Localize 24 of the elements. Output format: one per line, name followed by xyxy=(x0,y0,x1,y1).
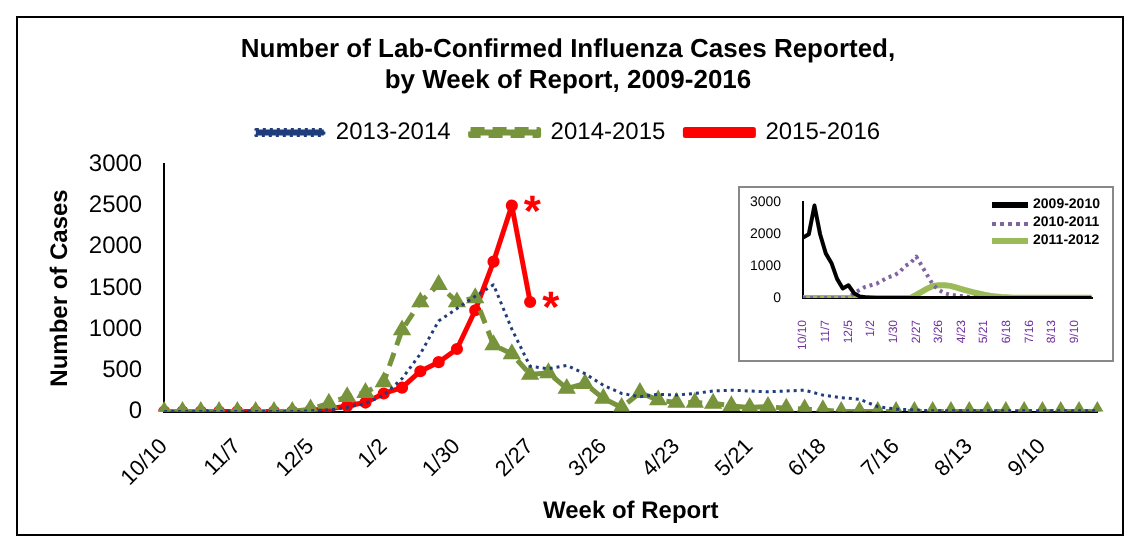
y-tick-label: 1000 xyxy=(88,313,143,342)
y-tick-label: 2000 xyxy=(88,231,143,260)
x-tick-label: 4/23 xyxy=(637,434,686,482)
annotation: * xyxy=(542,282,561,333)
annotation: * xyxy=(523,185,542,236)
x-tick-label: 6/18 xyxy=(784,434,832,482)
x-tick-label: 8/13 xyxy=(930,434,978,482)
y-axis-title: Number of Cases xyxy=(45,188,74,387)
chart-title: Number of Lab-Confirmed Influenza Cases Reported, by Week of Report, 2009-2016 xyxy=(240,32,896,94)
x-tick-label: 7/16 xyxy=(857,434,905,482)
y-tick-label: 1500 xyxy=(88,272,143,301)
x-tick-label: 1/30 xyxy=(418,434,466,482)
legend-label: 2013-2014 xyxy=(335,117,452,146)
x-tick-label: 5/21 xyxy=(710,434,759,482)
x-tick-label: 9/10 xyxy=(1003,434,1051,482)
y-tick-label: 3000 xyxy=(88,149,143,178)
x-tick-label: 1/2 xyxy=(353,434,393,474)
legend-label: 2015-2016 xyxy=(765,117,881,146)
y-tick-label: 2500 xyxy=(88,190,143,219)
x-tick-label: 3/26 xyxy=(564,434,612,482)
x-axis-title: Week of Report xyxy=(542,496,719,525)
y-tick-label: 500 xyxy=(102,355,143,384)
y-tick-label: 0 xyxy=(128,396,143,425)
legend-label: 2014-2015 xyxy=(550,117,667,146)
